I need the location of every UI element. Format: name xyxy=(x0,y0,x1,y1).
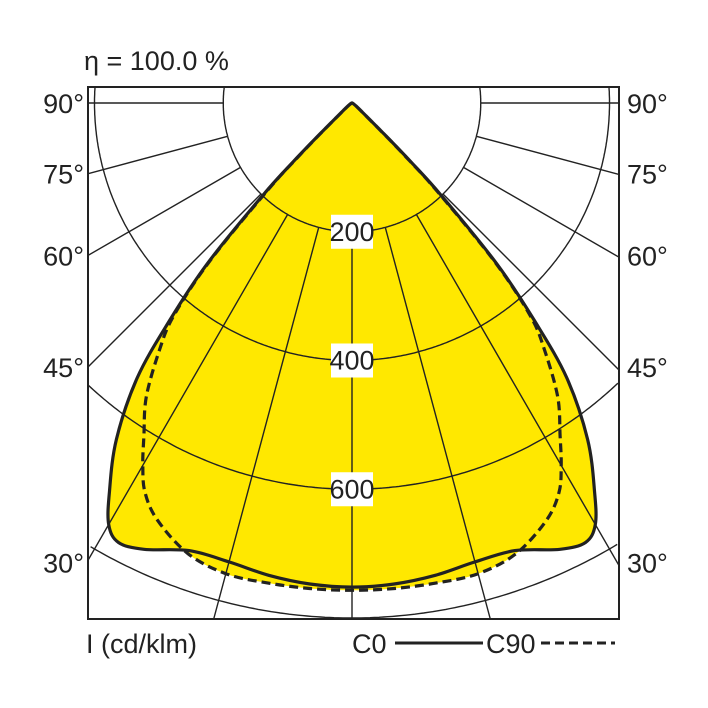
tick-label-bg xyxy=(331,472,373,507)
angle-label-left: 45° xyxy=(43,353,84,383)
radial-tick-label: 200 xyxy=(329,217,374,247)
grid-radial-75 xyxy=(88,135,228,175)
angle-label-right: 45° xyxy=(627,353,668,383)
grid-radial-15 xyxy=(384,227,491,619)
legend-c90-label: C90 xyxy=(486,629,536,659)
angle-label-right: 30° xyxy=(627,548,668,578)
grid-radial-30 xyxy=(88,214,289,561)
radial-tick-label: 600 xyxy=(329,474,374,504)
radial-tick-label: 400 xyxy=(329,346,374,376)
grid-radial-45 xyxy=(442,193,619,371)
angle-label-left: 75° xyxy=(43,160,84,190)
grid-radial-15 xyxy=(213,227,320,619)
legend-c0-label: C0 xyxy=(352,629,387,659)
angle-label-left: 60° xyxy=(43,241,84,271)
unit-label: I (cd/klm) xyxy=(86,629,197,659)
grid-radial-30 xyxy=(415,214,619,566)
grid-radial-60 xyxy=(88,166,241,257)
tick-label-bg xyxy=(331,214,373,249)
legend: C0 C90 xyxy=(352,629,615,659)
chart-title: η = 100.0 % xyxy=(84,46,229,76)
grid-radial-60 xyxy=(463,166,619,258)
angle-label-right: 60° xyxy=(627,241,668,271)
angle-label-right: 90° xyxy=(627,89,668,119)
grid-radial-45 xyxy=(88,193,262,368)
angle-label-right: 75° xyxy=(627,160,668,190)
angle-label-left: 90° xyxy=(43,89,84,119)
series-c90 xyxy=(141,101,563,592)
angle-label-left: 30° xyxy=(43,548,84,578)
grid-radial-75 xyxy=(476,135,619,176)
plot-frame xyxy=(87,86,620,620)
tick-label-bg xyxy=(331,343,373,378)
